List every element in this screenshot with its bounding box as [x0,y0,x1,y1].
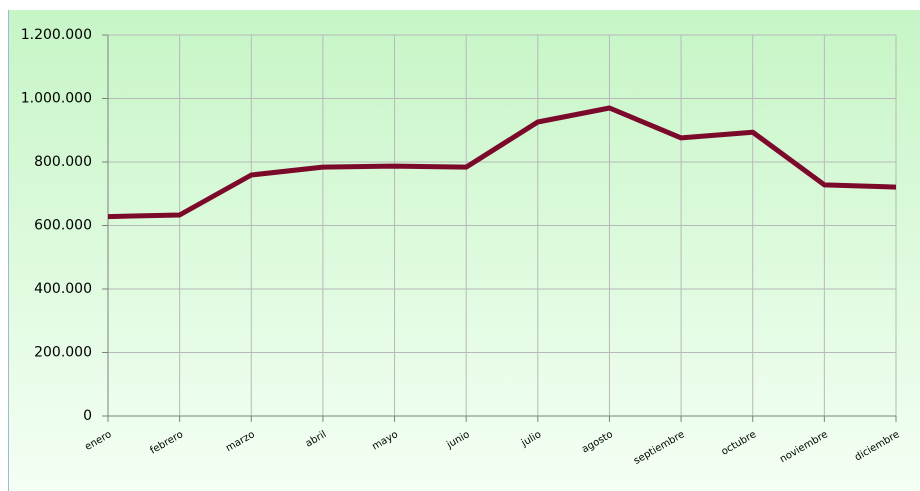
y-tick-label: 1.200.000 [21,27,92,43]
y-tick-label: 1.000.000 [21,91,92,107]
y-tick-label: 400.000 [34,281,92,297]
data-line [107,105,897,220]
y-tick-label: 0 [83,408,92,424]
y-tick-label: 800.000 [34,154,92,170]
chart-background [8,10,920,491]
y-tick-label: 600.000 [34,218,92,234]
y-tick-label: 200.000 [34,345,92,361]
